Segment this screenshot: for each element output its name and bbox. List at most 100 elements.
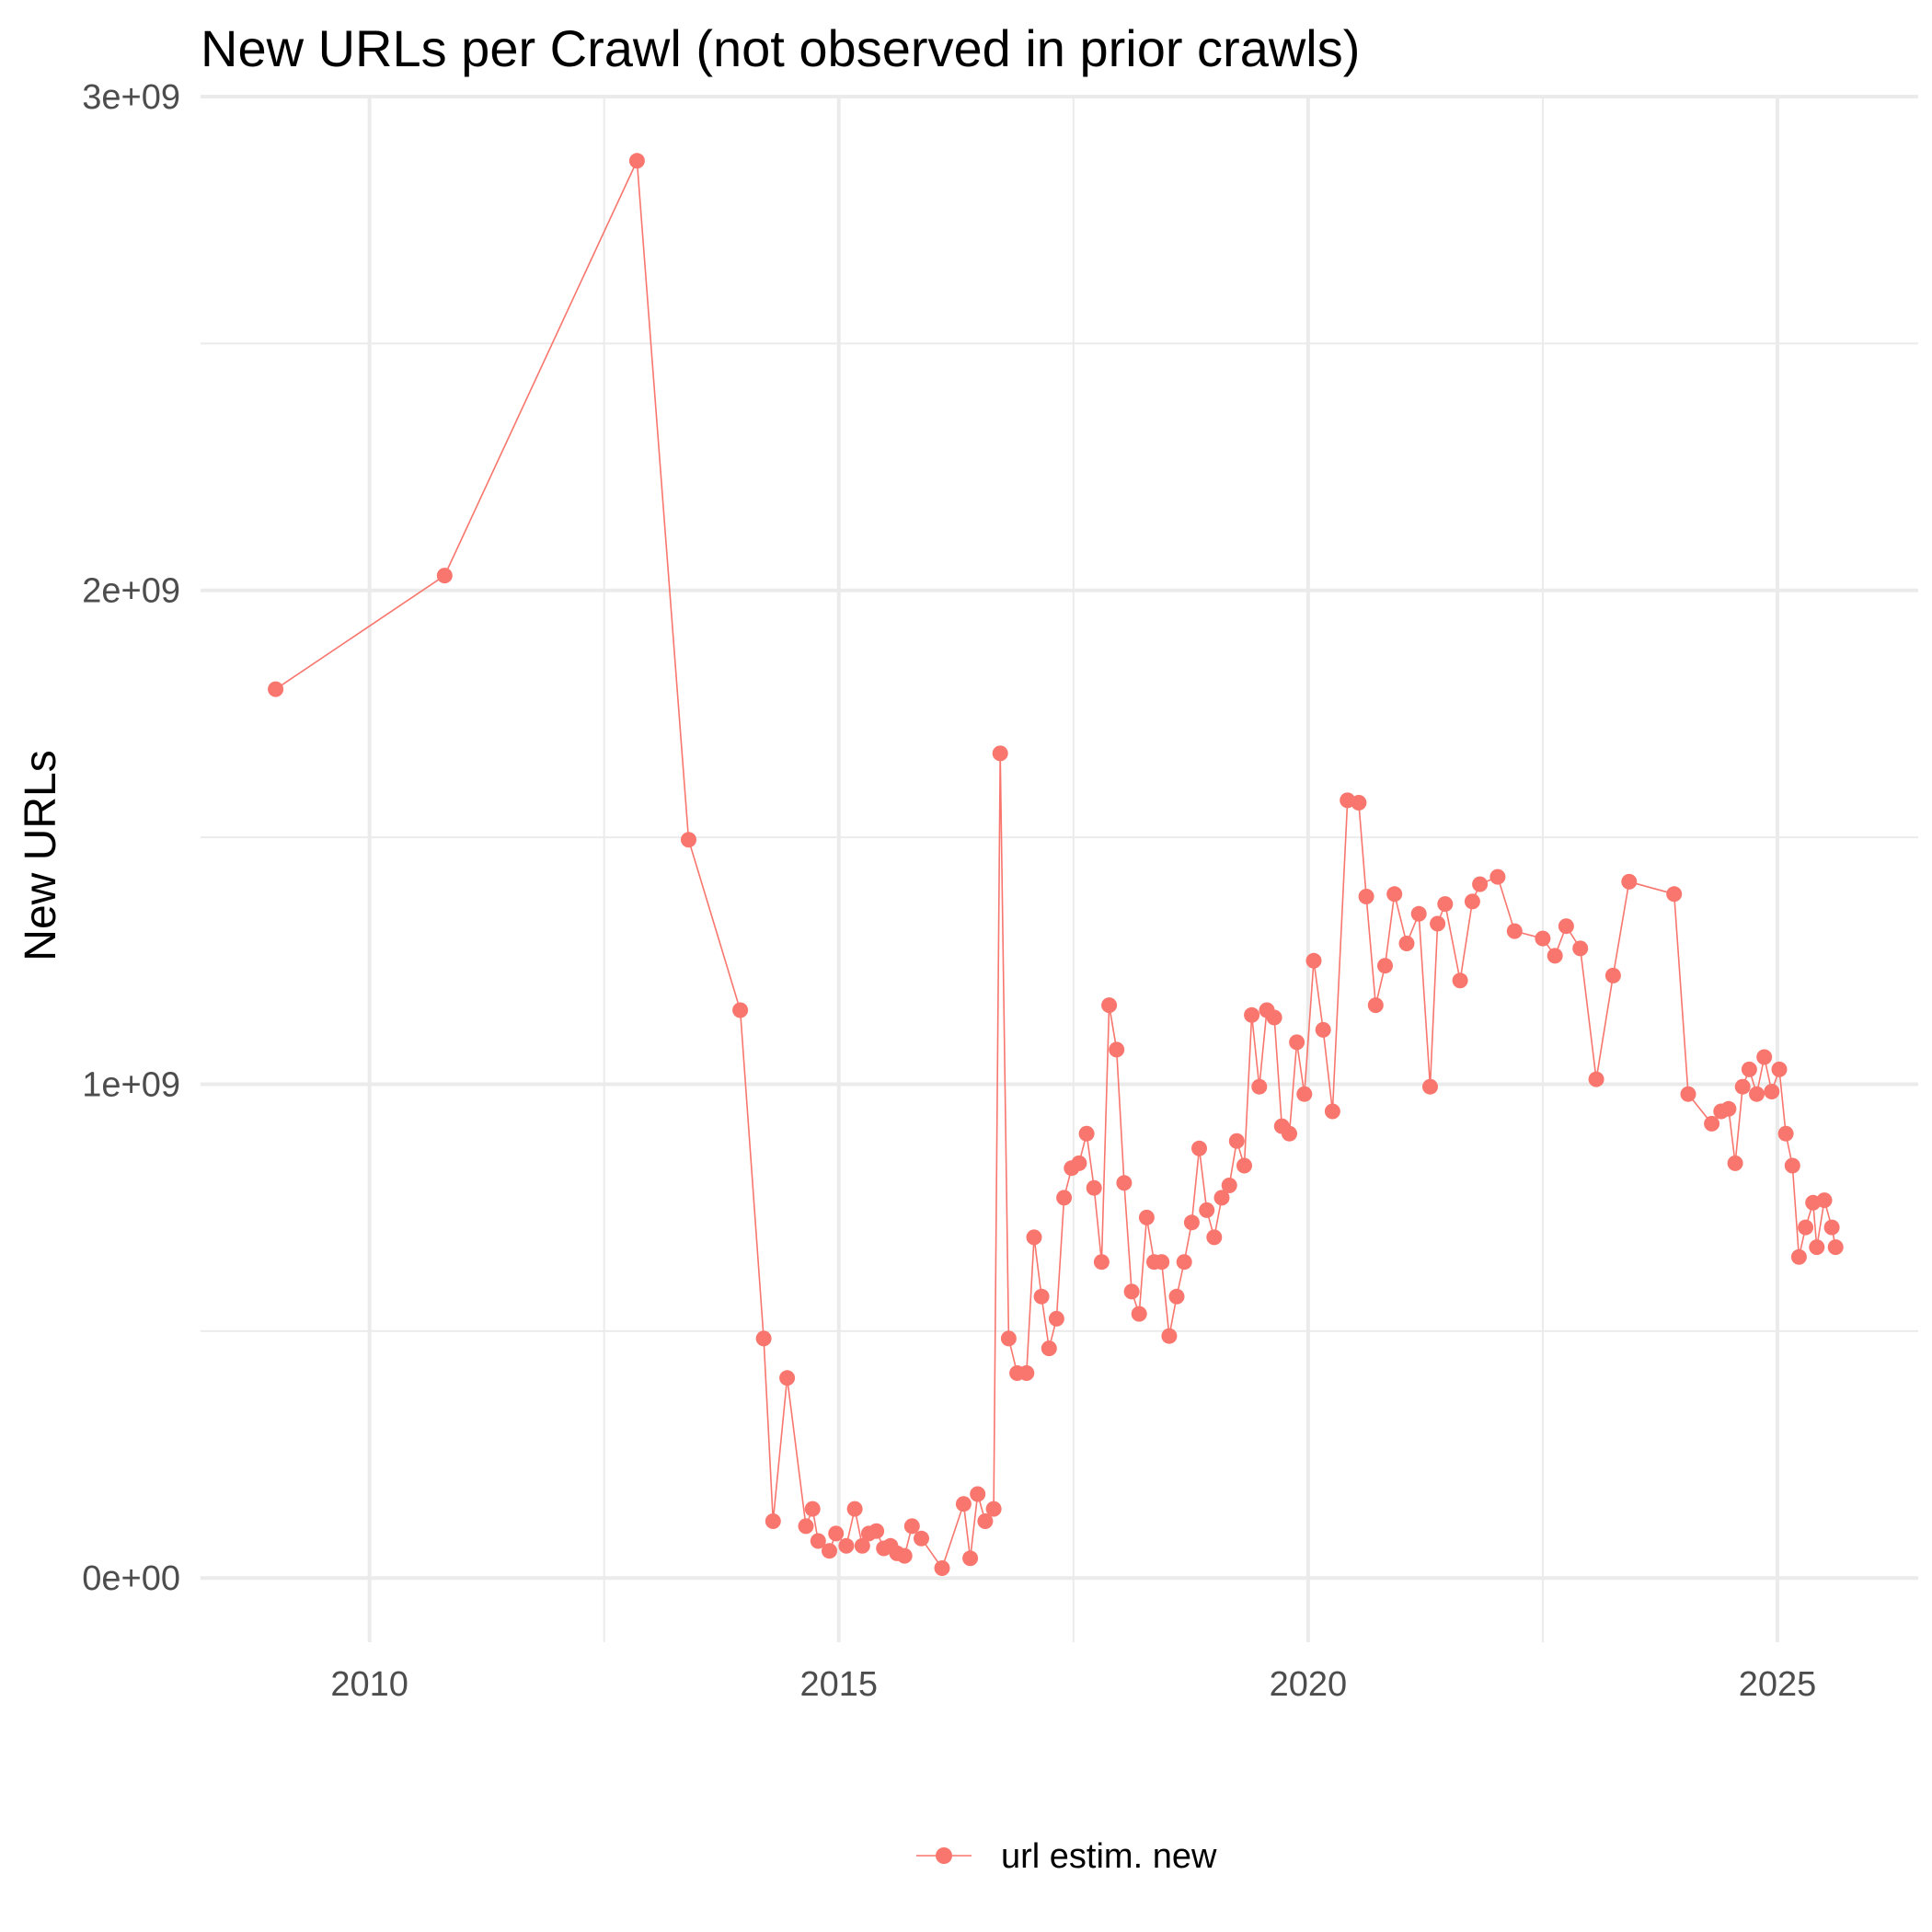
chart-title: New URLs per Crawl (not observed in prio… — [201, 19, 1360, 77]
series-line — [275, 157, 1836, 1570]
data-point — [810, 1533, 826, 1549]
data-point — [628, 153, 645, 169]
data-point — [1123, 1283, 1140, 1300]
data-point — [1704, 1115, 1720, 1132]
data-point — [1790, 1248, 1807, 1265]
data-point — [1305, 952, 1322, 969]
y-tick-label: 3e+09 — [82, 78, 180, 117]
data-point — [1472, 876, 1489, 892]
data-point — [1422, 1078, 1438, 1095]
data-point — [1756, 1049, 1773, 1065]
data-point — [1764, 1084, 1780, 1099]
data-point — [1251, 1078, 1268, 1095]
data-point — [1206, 1229, 1223, 1246]
legend-series-label: url estim. new — [1001, 1837, 1217, 1876]
data-point — [1377, 958, 1393, 974]
data-point — [822, 1543, 837, 1559]
x-axis-tick-labels: 2010 2015 2020 2025 — [330, 1665, 1816, 1704]
data-point — [1315, 1021, 1331, 1038]
data-point — [1101, 997, 1118, 1014]
data-point — [436, 568, 453, 584]
data-point — [1621, 873, 1638, 890]
data-point — [1109, 1041, 1125, 1058]
data-point — [1199, 1202, 1215, 1218]
data-point — [1809, 1239, 1825, 1256]
data-point — [955, 1496, 972, 1512]
y-axis-title: New URLs — [17, 750, 65, 960]
data-point — [1071, 1155, 1087, 1171]
data-point — [1777, 1125, 1794, 1142]
data-point — [1386, 886, 1403, 903]
y-tick-label: 2e+09 — [82, 572, 180, 611]
x-tick-label: 2025 — [1739, 1665, 1817, 1704]
data-point — [1558, 918, 1574, 935]
data-point — [1018, 1365, 1035, 1381]
data-point — [1266, 1009, 1282, 1026]
data-point — [896, 1547, 913, 1564]
data-point — [977, 1513, 994, 1529]
data-point — [1798, 1219, 1814, 1236]
data-point — [838, 1537, 855, 1554]
data-point — [1236, 1157, 1252, 1174]
data-point — [1048, 1310, 1064, 1327]
data-point — [1131, 1305, 1147, 1322]
data-point — [970, 1486, 986, 1502]
legend-series-marker — [936, 1847, 952, 1864]
data-point — [1430, 915, 1446, 932]
x-tick-label: 2020 — [1270, 1665, 1348, 1704]
series-layer — [268, 153, 1844, 1576]
data-point — [755, 1330, 772, 1347]
data-point — [1452, 972, 1468, 989]
data-point — [1176, 1254, 1192, 1271]
data-point — [1213, 1190, 1230, 1206]
data-point — [868, 1523, 885, 1539]
data-point — [1041, 1340, 1057, 1357]
x-tick-label: 2015 — [799, 1665, 878, 1704]
grid-lines — [201, 95, 1918, 1642]
data-point — [1000, 1330, 1017, 1347]
data-point — [1398, 936, 1415, 951]
data-point — [1666, 886, 1683, 903]
data-point — [1033, 1288, 1050, 1305]
y-tick-label: 0e+00 — [82, 1559, 180, 1598]
data-point — [1588, 1071, 1604, 1087]
data-point — [1437, 896, 1454, 913]
data-point — [1296, 1086, 1313, 1102]
data-point — [1734, 1078, 1751, 1095]
data-point — [903, 1518, 920, 1535]
data-point — [985, 1501, 1002, 1517]
data-point — [1228, 1133, 1245, 1149]
data-point — [1741, 1061, 1757, 1077]
data-point — [1720, 1100, 1737, 1117]
data-point — [798, 1518, 814, 1535]
data-point — [962, 1550, 979, 1567]
data-point — [779, 1370, 796, 1386]
data-point — [1026, 1229, 1042, 1246]
y-tick-label: 1e+09 — [82, 1065, 180, 1104]
data-point — [1244, 1006, 1260, 1023]
data-point — [1749, 1086, 1765, 1102]
data-point — [1784, 1157, 1800, 1174]
data-point — [732, 1002, 749, 1018]
data-point — [1727, 1155, 1743, 1171]
data-point — [1116, 1175, 1133, 1191]
data-point — [1604, 967, 1621, 983]
data-point — [1221, 1178, 1237, 1193]
data-point — [1547, 948, 1563, 964]
data-point — [1535, 930, 1551, 947]
data-point — [1078, 1125, 1095, 1142]
data-point — [1358, 889, 1374, 904]
data-point — [828, 1525, 845, 1542]
data-point — [1324, 1103, 1340, 1120]
data-point — [1138, 1209, 1155, 1225]
data-point — [1056, 1190, 1073, 1206]
legend: url estim. new — [916, 1837, 1217, 1876]
data-point — [1367, 997, 1384, 1014]
data-point — [1282, 1125, 1297, 1142]
data-point — [1572, 940, 1589, 957]
y-axis-tick-labels: 0e+00 1e+09 2e+09 3e+09 — [82, 78, 180, 1598]
data-point — [1161, 1328, 1178, 1344]
data-point — [914, 1530, 929, 1547]
data-point — [1506, 923, 1523, 939]
